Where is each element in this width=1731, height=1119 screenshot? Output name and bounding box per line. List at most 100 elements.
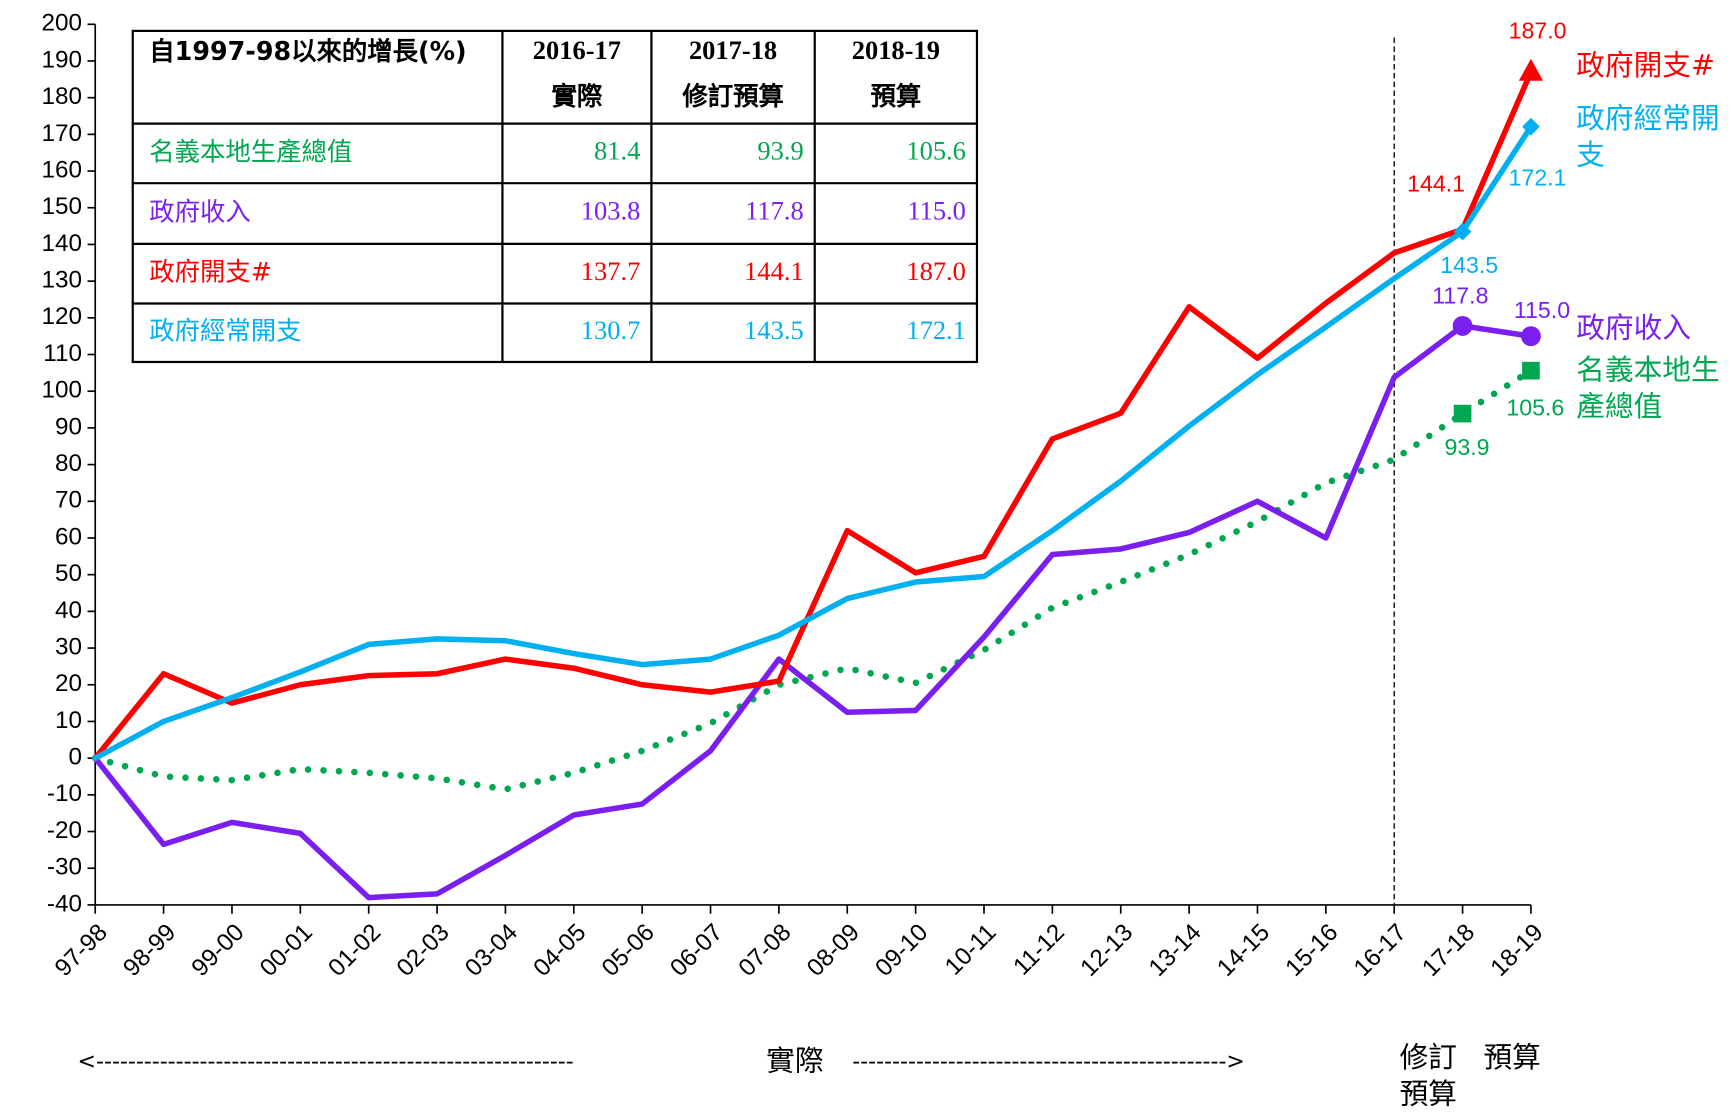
y-tick-label: 180 — [41, 83, 82, 110]
data-label: 93.9 — [1444, 434, 1489, 460]
row-name: 政府開支# — [149, 257, 272, 287]
period-label-box: 預算 — [1483, 1041, 1541, 1075]
table-cell: 117.8 — [745, 196, 804, 226]
table-cell: 93.9 — [757, 135, 803, 165]
period-arrow: ----------------------------------------… — [852, 1050, 1245, 1075]
x-tick-label: 10-11 — [940, 919, 1002, 981]
y-tick-label: 80 — [55, 450, 82, 477]
table-cell: 144.1 — [744, 256, 804, 286]
y-tick-label: 50 — [55, 560, 82, 587]
table-cell: 105.6 — [906, 135, 966, 165]
column-label: 修訂預算 — [681, 81, 783, 111]
column-year: 2018-19 — [852, 35, 940, 65]
x-tick-label: 14-15 — [1212, 919, 1275, 982]
table-cell: 130.7 — [581, 315, 641, 345]
series-line — [92, 123, 1534, 761]
data-label: 117.8 — [1432, 282, 1488, 308]
row-name: 政府收入 — [149, 197, 251, 227]
x-tick-label: 05-06 — [597, 919, 660, 982]
x-tick-label: 12-13 — [1075, 919, 1138, 982]
y-tick-label: 170 — [41, 120, 82, 147]
marker — [1452, 315, 1473, 336]
x-tick-label: 99-00 — [187, 919, 250, 982]
table-header: 自1997-98以來的增長(%) — [149, 36, 466, 66]
series-line — [91, 367, 1535, 793]
x-tick-label: 13-14 — [1144, 919, 1207, 982]
series-name-box: 政府收入 — [1576, 312, 1691, 346]
x-tick-label: 16-17 — [1349, 919, 1412, 982]
series-name-box: 名義本地生產總值 — [1576, 354, 1720, 424]
data-label: 144.1 — [1407, 170, 1465, 196]
table-cell: 115.0 — [907, 196, 966, 226]
series-name-box: 政府開支# — [1576, 49, 1716, 83]
x-tick-label: 18-19 — [1486, 919, 1549, 982]
x-tick-label: 07-08 — [734, 919, 797, 982]
row-name: 名義本地生產總值 — [149, 136, 352, 166]
column-year: 2016-17 — [533, 35, 621, 65]
x-tick-label: 04-05 — [528, 919, 591, 982]
period-arrow: <---------------------------------------… — [78, 1050, 574, 1075]
data-label: 105.6 — [1506, 394, 1564, 420]
table-frame — [131, 29, 979, 364]
period-label: 修訂預算 — [1399, 1041, 1458, 1111]
y-tick-label: 0 — [68, 744, 82, 771]
table-cell: 103.8 — [581, 196, 641, 226]
table-cell: 172.1 — [906, 315, 966, 345]
x-tick-label: 03-04 — [460, 919, 523, 982]
marker — [1453, 222, 1472, 241]
column-year: 2017-18 — [689, 35, 777, 65]
y-tick-label: 140 — [41, 230, 82, 257]
x-tick-label: 02-03 — [392, 919, 455, 982]
y-tick-label: 30 — [55, 633, 82, 660]
y-tick-label: 120 — [41, 303, 82, 330]
series-line — [92, 69, 1534, 761]
marker — [1518, 58, 1544, 81]
data-label: 115.0 — [1514, 297, 1570, 323]
y-tick-label: -40 — [47, 890, 82, 917]
y-tick-label: 10 — [55, 707, 82, 734]
y-tick-label: 60 — [55, 523, 82, 550]
y-tick-label: 20 — [55, 670, 82, 697]
x-tick-label: 15-16 — [1280, 919, 1343, 982]
series-name: 政府經常開支 — [1576, 102, 1720, 172]
series-name: 政府開支# — [1576, 49, 1716, 83]
series-line — [92, 323, 1534, 901]
x-tick-label: 97-98 — [50, 919, 113, 982]
x-tick-label: 08-09 — [802, 919, 865, 982]
y-tick-label: 130 — [41, 267, 82, 294]
x-tick-label: 01-02 — [323, 919, 386, 982]
x-tick-label: 09-10 — [870, 919, 933, 982]
series-name: 政府收入 — [1576, 312, 1691, 346]
period-label-box: 修訂預算 — [1399, 1041, 1458, 1111]
y-tick-label: 100 — [41, 377, 82, 404]
y-tick-label: 90 — [55, 413, 82, 440]
marker — [1521, 326, 1541, 347]
y-tick-label: 150 — [41, 193, 82, 220]
data-label: 143.5 — [1440, 252, 1498, 278]
y-tick-label: 190 — [41, 46, 82, 73]
y-tick-label: 110 — [43, 340, 82, 367]
table-cell: 81.4 — [594, 135, 640, 165]
data-label: 172.1 — [1509, 165, 1567, 191]
y-tick-label: 70 — [55, 487, 82, 514]
table-cell: 187.0 — [906, 256, 966, 286]
row-name: 政府經常開支 — [149, 316, 301, 346]
x-tick-label: 11-12 — [1008, 919, 1070, 981]
series-name: 名義本地生產總值 — [1576, 354, 1720, 424]
y-tick-label: 40 — [55, 597, 82, 624]
period-label: 實際 — [766, 1044, 823, 1078]
period-label: 預算 — [1483, 1041, 1541, 1075]
x-tick-label: 06-07 — [665, 919, 728, 982]
y-tick-label: -10 — [47, 780, 82, 807]
x-tick-label: 98-99 — [118, 919, 181, 982]
y-tick-label: -20 — [47, 817, 82, 844]
table-cell: 137.7 — [581, 256, 641, 286]
y-tick-label: 160 — [41, 156, 82, 183]
column-label: 預算 — [870, 81, 921, 111]
marker — [1453, 404, 1472, 423]
y-tick-label: 200 — [41, 10, 82, 37]
table-cell: 143.5 — [744, 315, 804, 345]
column-label: 實際 — [552, 81, 603, 111]
data-label: 187.0 — [1509, 17, 1567, 43]
